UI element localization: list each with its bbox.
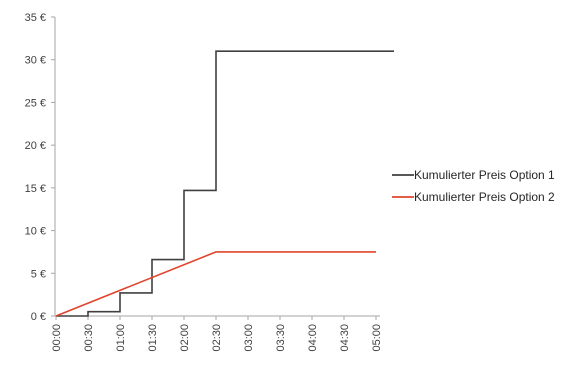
x-tick-label: 04:30 [339, 324, 351, 352]
series-line-1 [56, 50, 394, 317]
legend-label-2: Kumulierter Preis Option 2 [414, 190, 555, 204]
x-tick-label: 03:00 [243, 324, 255, 352]
legend-label-1: Kumulierter Preis Option 1 [414, 168, 555, 182]
x-tick-label: 02:00 [179, 324, 191, 352]
x-tick-label: 00:30 [83, 324, 95, 352]
x-tick-label: 05:00 [371, 324, 383, 352]
y-tick-label: 10 € [25, 226, 46, 238]
x-tick-label: 01:30 [147, 324, 159, 352]
y-tick-label: 30 € [25, 55, 46, 67]
y-tick-label: 0 € [31, 311, 46, 323]
y-tick-label: 15 € [25, 183, 46, 195]
x-tick-label: 02:30 [211, 324, 223, 352]
series-layer [55, 50, 394, 317]
y-tick-label: 35 € [25, 12, 46, 24]
x-tick-label: 04:00 [307, 324, 319, 352]
x-tick-label: 03:30 [275, 324, 287, 352]
series-line-2 [55, 251, 376, 317]
legend: Kumulierter Preis Option 1 Kumulierter Pr… [392, 168, 555, 204]
x-tick-label: 00:00 [51, 324, 63, 352]
x-tick-label: 01:00 [115, 324, 127, 352]
axes-layer: 0 € 5 € 10 € 15 € 20 € 25 € 30 € 35 € 00:00 00:30… [25, 12, 383, 352]
y-tick-label: 20 € [25, 140, 46, 152]
y-tick-label: 5 € [31, 268, 46, 280]
y-tick-label: 25 € [25, 97, 46, 109]
